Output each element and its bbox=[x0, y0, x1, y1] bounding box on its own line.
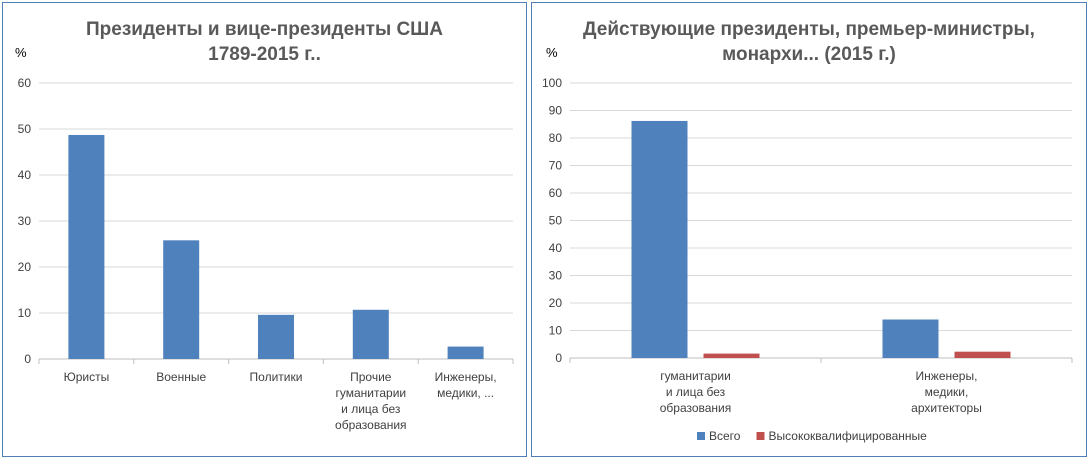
y-tick-label: 20 bbox=[549, 296, 563, 310]
chart-title-line: 1789-2015 г.. bbox=[208, 44, 321, 65]
x-category-label: архитекторы bbox=[911, 401, 982, 415]
y-tick-label: 30 bbox=[549, 269, 563, 283]
bar bbox=[447, 346, 484, 359]
x-category-label: медики, bbox=[925, 385, 969, 399]
bar bbox=[352, 309, 389, 359]
x-category-label: Военные bbox=[156, 370, 206, 384]
bar-chart-right: 0 10 20 30 40 50 60 70 80 90 100 гуманитарии и лица … bbox=[542, 76, 1073, 443]
y-tick-label: 10 bbox=[18, 306, 32, 320]
bar-chart-left: 0 10 20 30 40 50 60 Юристы Военные Политики Прочие… bbox=[18, 76, 514, 432]
x-category-label: гуманитарии bbox=[660, 369, 731, 383]
legend-swatch bbox=[697, 432, 705, 440]
x-category-label: Инженеры, bbox=[435, 370, 497, 384]
chart-title-line: монархи... (2015 г.) bbox=[722, 44, 896, 65]
y-tick-label: 100 bbox=[542, 76, 562, 90]
x-category-label: Прочие bbox=[350, 370, 392, 384]
x-category-label: Инженеры, bbox=[916, 369, 978, 383]
y-tick-label: 40 bbox=[549, 241, 563, 255]
y-tick-label: 50 bbox=[18, 122, 32, 136]
y-tick-label: 60 bbox=[549, 186, 563, 200]
legend-label: Всего bbox=[709, 429, 741, 443]
x-category-label: образования bbox=[335, 418, 407, 432]
y-tick-label: 70 bbox=[549, 159, 563, 173]
x-category-label: и лица без bbox=[666, 385, 726, 399]
chart-panel-presidents-vp: Президенты и вице-президенты США 1789-20… bbox=[2, 2, 527, 457]
y-tick-label: 0 bbox=[555, 351, 562, 365]
chart-title-line: Действующие президенты, премьер-министры… bbox=[583, 19, 1035, 40]
y-tick-label: 60 bbox=[18, 76, 32, 90]
bar bbox=[258, 314, 294, 359]
bar bbox=[631, 120, 688, 358]
chart-title-line: Президенты и вице-президенты США bbox=[86, 19, 443, 40]
y-tick-label: 0 bbox=[24, 352, 31, 366]
bar bbox=[68, 134, 105, 359]
x-category-label: медики, ... bbox=[437, 386, 494, 400]
bar bbox=[703, 353, 760, 358]
x-category-label: гуманитарии bbox=[335, 386, 406, 400]
x-category-label: Политики bbox=[250, 370, 303, 384]
y-unit-label: % bbox=[15, 45, 27, 60]
x-category-label: и лица без bbox=[341, 402, 401, 416]
legend-swatch bbox=[756, 432, 765, 440]
y-tick-label: 40 bbox=[18, 168, 32, 182]
bar bbox=[882, 319, 939, 358]
y-tick-label: 90 bbox=[549, 104, 563, 118]
chart-title: Действующие президенты, премьер-министры… bbox=[532, 17, 1086, 67]
legend-label: Высококвалифицированные bbox=[769, 429, 928, 443]
y-unit-label: % bbox=[546, 45, 558, 60]
bar bbox=[954, 351, 1011, 358]
y-tick-label: 20 bbox=[18, 260, 32, 274]
y-tick-label: 30 bbox=[18, 214, 32, 228]
chart-panel-current-leaders: Действующие президенты, премьер-министры… bbox=[531, 2, 1087, 457]
y-tick-label: 80 bbox=[549, 131, 563, 145]
chart-title: Президенты и вице-президенты США 1789-20… bbox=[3, 17, 526, 67]
y-tick-label: 50 bbox=[549, 214, 563, 228]
y-tick-label: 10 bbox=[549, 324, 563, 338]
x-category-label: образования bbox=[660, 401, 732, 415]
x-category-label: Юристы bbox=[64, 370, 110, 384]
bar bbox=[163, 240, 200, 359]
